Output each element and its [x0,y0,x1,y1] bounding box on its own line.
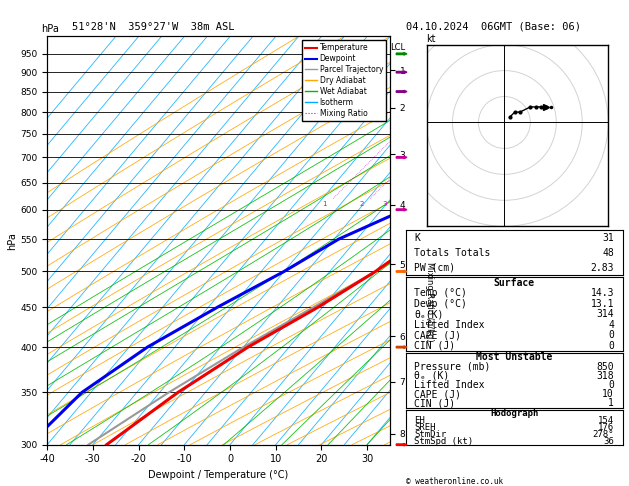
Text: 48: 48 [603,248,614,258]
Text: © weatheronline.co.uk: © weatheronline.co.uk [406,477,503,486]
Text: EH: EH [415,416,425,425]
Text: PW (cm): PW (cm) [415,263,455,273]
Text: 36: 36 [603,437,614,446]
Text: Hodograph: Hodograph [490,409,538,418]
Text: 278°: 278° [593,430,614,439]
Text: Pressure (mb): Pressure (mb) [415,362,491,372]
Text: kt: kt [426,34,436,44]
Text: CAPE (J): CAPE (J) [415,389,462,399]
Text: StmDir: StmDir [415,430,447,439]
Text: SREH: SREH [415,423,436,432]
Text: Most Unstable: Most Unstable [476,352,552,363]
Text: 13.1: 13.1 [591,298,614,309]
Text: 1: 1 [322,201,326,208]
Text: Totals Totals: Totals Totals [415,248,491,258]
Text: CIN (J): CIN (J) [415,341,455,350]
Text: 3: 3 [382,201,386,208]
Text: CAPE (J): CAPE (J) [415,330,462,340]
Text: 176: 176 [598,423,614,432]
Text: hPa: hPa [41,24,58,34]
Text: StmSpd (kt): StmSpd (kt) [415,437,474,446]
Text: 51°28'N  359°27'W  38m ASL: 51°28'N 359°27'W 38m ASL [72,21,235,32]
Text: 318: 318 [596,371,614,381]
Y-axis label: km
ASL: km ASL [417,230,435,251]
Text: 1: 1 [608,399,614,408]
Text: Temp (°C): Temp (°C) [415,288,467,298]
Text: Lifted Index: Lifted Index [415,380,485,390]
Legend: Temperature, Dewpoint, Parcel Trajectory, Dry Adiabat, Wet Adiabat, Isotherm, Mi: Temperature, Dewpoint, Parcel Trajectory… [302,40,386,121]
Text: 4: 4 [608,320,614,330]
Text: K: K [415,233,420,243]
Text: 14.3: 14.3 [591,288,614,298]
Text: CIN (J): CIN (J) [415,399,455,408]
Text: 0: 0 [608,330,614,340]
Text: Lifted Index: Lifted Index [415,320,485,330]
Text: 154: 154 [598,416,614,425]
Text: Dewp (°C): Dewp (°C) [415,298,467,309]
Text: 04.10.2024  06GMT (Base: 06): 04.10.2024 06GMT (Base: 06) [406,21,581,32]
Y-axis label: hPa: hPa [8,232,18,249]
Text: 31: 31 [603,233,614,243]
Text: 0: 0 [608,341,614,350]
Text: 314: 314 [596,309,614,319]
Text: θₑ (K): θₑ (K) [415,371,450,381]
Text: Surface: Surface [494,278,535,288]
Text: 0: 0 [608,380,614,390]
Text: 2: 2 [359,201,364,208]
X-axis label: Dewpoint / Temperature (°C): Dewpoint / Temperature (°C) [148,470,289,480]
Text: 850: 850 [596,362,614,372]
Text: θₑ(K): θₑ(K) [415,309,444,319]
Text: 10: 10 [603,389,614,399]
Text: 2.83: 2.83 [591,263,614,273]
Text: Mixing Ratio (g/kg): Mixing Ratio (g/kg) [425,262,433,342]
Text: LCL: LCL [390,43,405,52]
